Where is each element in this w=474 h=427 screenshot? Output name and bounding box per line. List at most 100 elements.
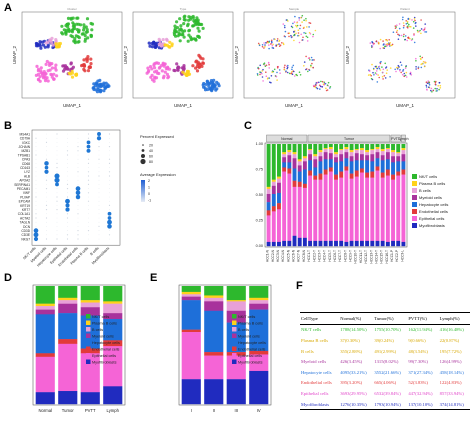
bar-segment — [282, 240, 287, 247]
bar-segment — [282, 154, 287, 158]
umap-cell — [415, 66, 417, 68]
bar-segment — [58, 313, 78, 340]
celltype-cell: Endothelial cells — [301, 380, 332, 386]
umap-cell — [292, 64, 295, 67]
umap-cell — [287, 20, 289, 22]
umap-cell — [310, 64, 312, 67]
y-tick-label: 0.25 — [256, 219, 263, 223]
expression-dot — [46, 133, 47, 135]
expression-dot — [35, 175, 37, 177]
legend-label: B cells — [238, 328, 249, 332]
umap-cell — [297, 34, 299, 37]
expression-dot — [88, 217, 89, 219]
umap-cell — [85, 28, 89, 32]
umap-cell — [278, 43, 280, 45]
umap-cell — [403, 33, 405, 36]
expression-dot — [77, 179, 79, 181]
bar-segment — [287, 240, 292, 247]
legend-swatch — [86, 314, 91, 319]
bar-segment — [385, 169, 390, 176]
y-tick-label: 0.75 — [256, 168, 263, 172]
expression-dot — [98, 171, 100, 173]
bar-segment — [302, 187, 307, 239]
umap-cell — [407, 25, 409, 28]
umap-cell — [404, 74, 407, 77]
bar-segment — [334, 179, 338, 242]
expression-dot — [66, 154, 69, 156]
col-tumor: Tumor(%) — [373, 312, 408, 325]
umap-cell — [305, 35, 308, 38]
umap-cell — [179, 27, 183, 31]
umap-cell — [69, 62, 73, 66]
expression-dot — [77, 234, 79, 236]
umap-cell — [296, 24, 299, 27]
legend-swatch — [412, 195, 417, 200]
bar-segment — [103, 386, 123, 405]
bar-segment — [302, 156, 307, 159]
umap-cell — [417, 31, 419, 33]
bar-segment — [181, 291, 201, 295]
umap-cell — [374, 65, 377, 68]
umap-cell — [286, 66, 289, 69]
bar-segment — [277, 182, 281, 194]
umap-cell — [298, 41, 301, 44]
umap-cell — [34, 41, 39, 46]
value-cell: 458(18.14%) — [439, 369, 464, 375]
bar-segment — [35, 314, 55, 354]
umap-cell — [89, 34, 93, 39]
table-row: Myofibroblasts 1276(10.35%) 1793(10.94%) 13… — [300, 398, 470, 411]
bar-segment — [226, 355, 246, 380]
expression-dot — [87, 133, 90, 135]
expression-dot — [98, 163, 100, 164]
bar-segment — [292, 158, 297, 169]
umap-cell — [197, 65, 201, 69]
umap-cell — [265, 75, 268, 77]
umap-cell — [424, 23, 427, 25]
umap-cell — [371, 41, 374, 44]
expression-dot — [46, 196, 47, 198]
legend-swatch — [232, 353, 237, 358]
value-cell: 1793(10.94%) — [373, 398, 408, 411]
umap-cell — [276, 79, 278, 81]
umap-cell — [80, 32, 84, 36]
umap-cell — [186, 22, 190, 26]
legend-label: Hepatocyte cells — [92, 341, 120, 345]
umap-cell — [397, 33, 399, 36]
umap-cell — [434, 81, 437, 84]
umap-cell — [291, 66, 294, 68]
bar-segment — [271, 179, 276, 182]
bar-segment — [297, 144, 302, 160]
umap-cell — [413, 34, 415, 36]
expression-dot — [109, 179, 110, 181]
umap-cell — [157, 66, 161, 70]
umap-cell — [428, 81, 430, 84]
bar-segment — [318, 161, 323, 174]
bar-segment — [277, 203, 281, 210]
umap-cell — [283, 69, 286, 71]
umap-cell — [271, 44, 274, 47]
umap-cell — [296, 74, 299, 77]
bar-segment — [313, 154, 318, 157]
bar-segment — [380, 151, 385, 156]
umap-cell — [175, 62, 179, 66]
umap-cell — [301, 21, 303, 23]
bar-segment — [277, 192, 281, 204]
umap-xlabel: UMAP_1 — [174, 103, 193, 108]
color-legend-label: -1 — [148, 199, 151, 203]
bar-segment — [277, 209, 281, 243]
y-tick-label: 0.00 — [256, 244, 263, 248]
umap-cell — [305, 55, 307, 58]
umap-cell — [187, 72, 192, 76]
umap-cell — [83, 33, 87, 38]
expression-dot — [108, 133, 111, 135]
umap-cell — [54, 68, 58, 72]
umap-cell — [182, 18, 186, 22]
umap-cell — [402, 16, 404, 19]
expression-dot — [65, 207, 70, 212]
bar-segment — [308, 175, 313, 242]
umap-cell — [283, 24, 286, 27]
umap-cell — [282, 43, 285, 46]
umap-panel: ClusterUMAP_1UMAP_2TypeUMAP_1UMAP_2Sampl… — [12, 7, 456, 108]
legend-label: Endothelial cells — [238, 347, 266, 351]
bar-segment — [80, 307, 100, 316]
